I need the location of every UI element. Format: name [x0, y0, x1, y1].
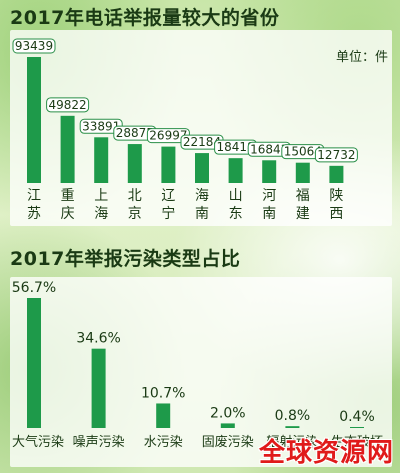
bar-固废污染	[220, 423, 235, 428]
chart2-title: 2017年举报污染类型占比	[10, 248, 241, 270]
category-label: 福	[296, 188, 310, 204]
category-label: 建	[296, 206, 310, 222]
value-label-box	[46, 97, 90, 113]
bar-辐射污染	[285, 426, 300, 428]
value-label: 18418	[217, 140, 255, 154]
category-label: 噪声污染	[73, 435, 125, 450]
bar-陕西	[329, 165, 344, 183]
value-label: 2.0%	[210, 405, 246, 421]
category-label: 陕	[329, 188, 343, 204]
value-label: 56.7%	[12, 280, 56, 296]
category-label: 水污染	[144, 435, 183, 450]
chart2-panel	[10, 277, 392, 467]
category-label: 河	[262, 188, 276, 204]
bar-山东	[228, 158, 243, 183]
category-label: 大气污染	[12, 434, 64, 450]
category-label: 庆	[61, 206, 75, 222]
category-label: 苏	[27, 206, 41, 222]
value-label: 0.8%	[275, 408, 311, 424]
value-label: 34.6%	[76, 331, 120, 347]
category-label: 东	[229, 206, 243, 222]
category-label: 宁	[161, 205, 175, 222]
bar-辽宁	[161, 146, 176, 183]
category-label: 重	[61, 188, 75, 204]
value-label: 26997	[149, 129, 187, 143]
value-label: 22184	[183, 135, 221, 149]
bar-水污染	[156, 403, 171, 428]
value-label: 28875	[116, 126, 154, 140]
bar-河南	[262, 160, 277, 183]
value-label: 93439	[15, 39, 53, 53]
category-label: 固废污染	[202, 434, 254, 450]
bar-上海	[94, 137, 109, 183]
category-label: 生态破坏	[331, 435, 383, 450]
category-label: 北	[128, 188, 142, 204]
value-label: 12732	[317, 148, 355, 162]
category-label: 西	[329, 206, 343, 222]
value-label: 33891	[82, 119, 120, 133]
watermark: 全球资源网	[258, 438, 394, 468]
category-label: 辐射污染	[266, 434, 318, 450]
bar-大气污染	[27, 298, 41, 428]
value-label: 49822	[49, 98, 87, 112]
category-label: 南	[195, 206, 209, 222]
category-label: 海	[94, 206, 108, 222]
value-label: 0.4%	[339, 409, 375, 425]
bar-北京	[127, 144, 142, 183]
bar-噪声污染	[91, 348, 106, 428]
category-label: 山	[229, 188, 243, 204]
bar-福建	[295, 162, 310, 183]
bar-江苏	[27, 57, 41, 183]
value-label: 10.7%	[141, 385, 185, 401]
chart1-title: 2017年电话举报量较大的省份	[10, 7, 280, 29]
bar-海南	[195, 153, 209, 183]
category-label: 京	[128, 206, 142, 222]
value-label-box	[12, 38, 56, 54]
category-label: 上	[94, 188, 108, 204]
value-label-box	[314, 147, 358, 163]
category-label: 江	[27, 188, 41, 204]
bar-重庆	[60, 115, 75, 183]
value-label: 16843	[250, 142, 288, 156]
bar-生态破坏	[350, 427, 364, 428]
category-label: 南	[262, 206, 276, 222]
category-label: 海	[195, 188, 209, 204]
category-label: 辽	[161, 188, 175, 204]
unit-label: 单位：件	[335, 50, 388, 65]
value-label: 15064	[284, 145, 322, 159]
